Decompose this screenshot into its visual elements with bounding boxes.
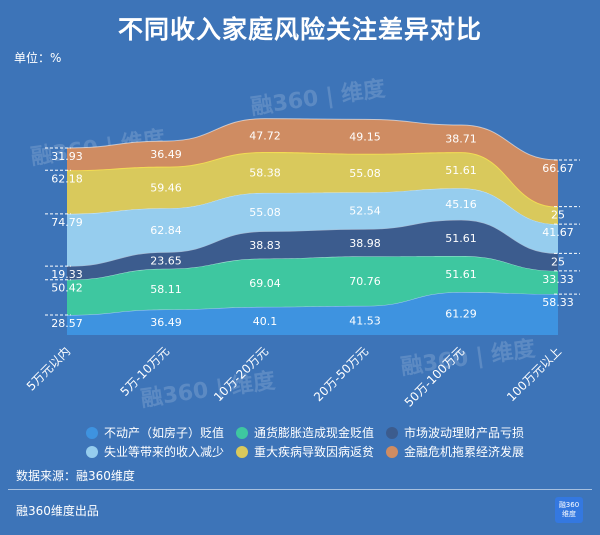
data-label: 49.15: [349, 131, 381, 144]
data-label: 74.79: [51, 216, 83, 229]
area-series-6: [67, 118, 558, 207]
x-tick-label: 10万-20万元: [211, 344, 271, 404]
data-label: 58.33: [542, 296, 574, 309]
chart-title: 不同收入家庭风险关注差异对比: [117, 15, 482, 44]
data-label: 41.53: [349, 314, 381, 327]
data-label: 62.18: [51, 172, 83, 185]
x-tick-label: 5万元以内: [24, 344, 73, 393]
legend-swatch: [386, 426, 398, 439]
legend-label: 金融危机拖累经济发展: [404, 445, 525, 459]
x-tick-label: 100万元以上: [504, 344, 564, 404]
data-label: 69.04: [249, 277, 281, 290]
x-tick-label: 5万-10万元: [117, 344, 172, 399]
data-label: 25: [551, 255, 565, 268]
data-label: 41.67: [542, 226, 574, 239]
data-label: 38.83: [249, 239, 281, 252]
data-label: 19.33: [51, 268, 83, 281]
area-series-3: [67, 219, 558, 280]
legend-label: 失业等带来的收入减少: [104, 445, 225, 459]
footer-credit: 融360维度出品: [16, 504, 99, 518]
legend-item: 失业等带来的收入减少: [86, 443, 224, 460]
data-label: 51.61: [445, 164, 477, 177]
x-tick-label: 50万-100万元: [402, 344, 467, 409]
data-label: 38.71: [445, 133, 477, 146]
legend-swatch: [86, 426, 98, 439]
legend-label: 市场波动理财产品亏损: [404, 426, 525, 440]
data-label: 66.67: [542, 162, 574, 175]
data-label: 58.38: [249, 166, 281, 179]
data-label: 36.49: [150, 316, 182, 329]
data-label: 36.49: [150, 148, 182, 161]
legend-item: 金融危机拖累经济发展: [386, 443, 524, 460]
data-label: 28.57: [51, 317, 83, 330]
series-edge-6: [66, 118, 559, 161]
data-label: 50.42: [51, 282, 83, 295]
legend-label: 不动产（如房子）贬值: [104, 426, 225, 440]
data-label: 47.72: [249, 129, 281, 142]
unit-label: 单位：%: [14, 51, 62, 65]
legend-swatch: [386, 445, 398, 458]
data-label: 52.54: [349, 205, 381, 218]
legend-label: 通货膨胀造成现金贬值: [254, 426, 375, 440]
legend-item: 市场波动理财产品亏损: [386, 424, 524, 441]
legend-item: 重大疾病导致因病返贫: [236, 443, 374, 460]
data-label: 31.93: [51, 150, 83, 163]
data-label: 51.61: [445, 232, 477, 245]
brand-logo: 融360 维度: [555, 497, 583, 523]
data-label: 59.46: [150, 181, 182, 194]
series-edge-1: [66, 291, 559, 316]
legend-swatch: [236, 426, 248, 439]
data-label: 51.61: [445, 268, 477, 281]
data-label: 62.84: [150, 224, 182, 237]
legend-swatch: [86, 445, 98, 458]
data-label: 40.1: [253, 315, 278, 328]
legend-item: 不动产（如房子）贬值: [86, 424, 224, 441]
data-label: 61.29: [445, 308, 477, 321]
x-tick-label: 20万-50万元: [311, 344, 371, 404]
data-label: 45.16: [445, 198, 477, 211]
area-series-4: [67, 188, 558, 267]
area-series-1: [67, 292, 558, 335]
data-label: 70.76: [349, 275, 381, 288]
data-label: 58.11: [150, 283, 182, 296]
legend-item: 通货膨胀造成现金贬值: [236, 424, 374, 441]
area-series-2: [67, 255, 558, 316]
stacked-area-chart: 28.57 36.49 40.1 41.53 61.29 58.33 50.42 58.11 6…: [24, 118, 580, 410]
legend-label: 重大疾病导致因病返贫: [254, 445, 375, 459]
legend-swatch: [236, 445, 248, 458]
data-label: 33.33: [542, 273, 574, 286]
footer-divider: [8, 489, 592, 490]
data-label: 55.08: [349, 167, 381, 180]
data-label: 38.98: [349, 237, 381, 250]
data-source: 数据来源：融360维度: [16, 469, 135, 483]
data-label: 55.08: [249, 206, 281, 219]
area-series-5: [67, 151, 558, 225]
data-label: 25: [551, 209, 565, 222]
data-label: 23.65: [150, 255, 182, 268]
